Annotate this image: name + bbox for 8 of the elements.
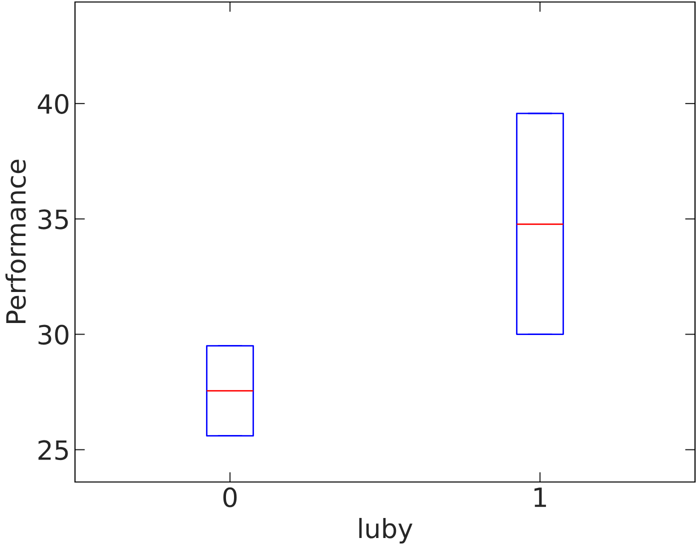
y-tick-label: 30 — [38, 324, 68, 345]
y-axis-title: Performance — [5, 160, 26, 324]
y-tick-label: 35 — [38, 209, 68, 230]
y-tick-label: 25 — [38, 440, 68, 460]
x-tick-label: 0 — [223, 487, 237, 508]
x-axis-title: luby — [359, 518, 412, 544]
x-tick-label: 1 — [534, 488, 546, 507]
y-tick-label: 40 — [38, 94, 68, 114]
